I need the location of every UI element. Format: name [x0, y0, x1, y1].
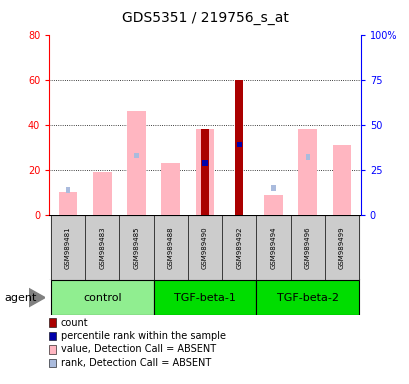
Text: percentile rank within the sample: percentile rank within the sample	[61, 331, 225, 341]
Text: value, Detection Call = ABSENT: value, Detection Call = ABSENT	[61, 344, 215, 354]
Bar	[127, 111, 146, 215]
Bar	[161, 163, 180, 215]
Bar	[332, 145, 351, 215]
Text: rank, Detection Call = ABSENT: rank, Detection Call = ABSENT	[61, 358, 210, 368]
Bar	[271, 185, 275, 191]
Bar	[153, 280, 256, 315]
Bar	[202, 160, 207, 166]
Text: GSM989485: GSM989485	[133, 227, 139, 269]
Polygon shape	[29, 288, 45, 307]
Bar	[92, 172, 111, 215]
Text: count: count	[61, 318, 88, 328]
Text: GSM989483: GSM989483	[99, 226, 105, 269]
Bar	[134, 153, 138, 158]
Text: agent: agent	[4, 293, 36, 303]
Text: GSM989499: GSM989499	[338, 226, 344, 269]
Text: TGF-beta-1: TGF-beta-1	[174, 293, 235, 303]
Text: GSM989496: GSM989496	[304, 226, 310, 269]
Bar	[236, 142, 241, 147]
Bar	[195, 129, 214, 215]
Text: GSM989490: GSM989490	[202, 226, 207, 269]
Bar	[298, 129, 317, 215]
Bar	[66, 187, 70, 193]
Bar	[256, 280, 358, 315]
Bar	[201, 129, 208, 215]
Bar	[58, 192, 77, 215]
Text: GSM989488: GSM989488	[167, 226, 173, 269]
Text: control: control	[83, 293, 121, 303]
Bar	[305, 154, 309, 160]
Bar	[263, 195, 282, 215]
Text: GSM989492: GSM989492	[236, 227, 242, 269]
Text: TGF-beta-2: TGF-beta-2	[276, 293, 338, 303]
Bar	[235, 80, 243, 215]
Text: GSM989494: GSM989494	[270, 227, 276, 269]
Bar	[237, 142, 241, 147]
Text: GDS5351 / 219756_s_at: GDS5351 / 219756_s_at	[121, 11, 288, 25]
Bar	[51, 280, 153, 315]
Text: GSM989481: GSM989481	[65, 226, 71, 269]
